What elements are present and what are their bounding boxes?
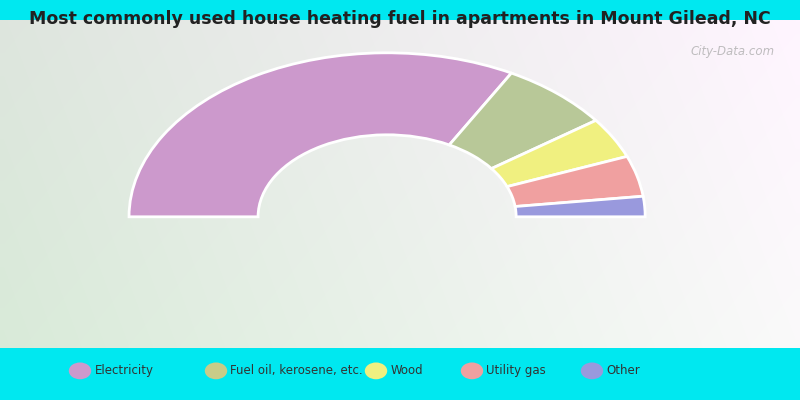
Text: Wood: Wood [390,364,423,377]
Text: Fuel oil, kerosene, etc.: Fuel oil, kerosene, etc. [230,364,363,377]
Text: Most commonly used house heating fuel in apartments in Mount Gilead, NC: Most commonly used house heating fuel in… [29,10,771,28]
Ellipse shape [581,362,603,379]
Wedge shape [491,120,627,187]
Wedge shape [129,53,511,217]
Text: Other: Other [606,364,640,377]
Wedge shape [450,73,596,169]
Ellipse shape [69,362,91,379]
Ellipse shape [205,362,227,379]
Ellipse shape [461,362,483,379]
Wedge shape [507,156,643,206]
Text: Electricity: Electricity [94,364,154,377]
Text: Utility gas: Utility gas [486,364,546,377]
Text: City-Data.com: City-Data.com [690,44,774,58]
Wedge shape [515,196,645,217]
Ellipse shape [365,362,387,379]
